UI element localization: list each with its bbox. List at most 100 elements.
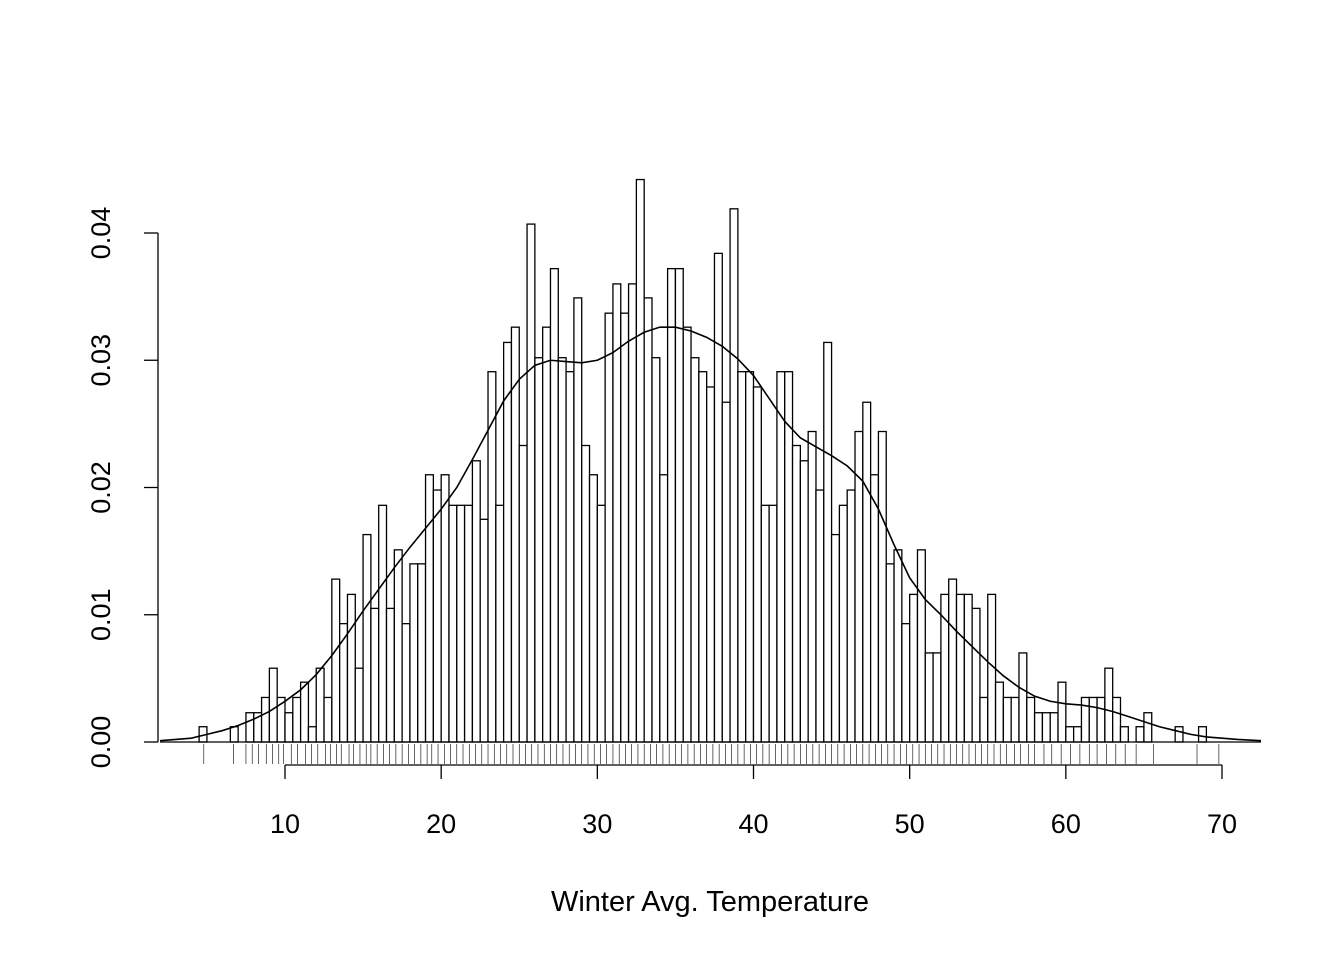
y-axis: 0.00 0.01 0.02 0.03 0.04 [86, 207, 159, 769]
histogram-bar [1197, 726, 1208, 743]
histogram-bar [1002, 696, 1012, 743]
histogram-bar [901, 623, 911, 743]
histogram-bar [823, 341, 833, 743]
histogram-bar [971, 607, 981, 743]
histogram-bar [1143, 712, 1153, 743]
histogram-bar [557, 357, 567, 743]
histogram-bar [526, 223, 536, 743]
histogram-bar [807, 430, 817, 743]
histogram-bar [432, 489, 442, 743]
histogram-bar [440, 474, 450, 743]
histogram-bar [862, 401, 872, 743]
histogram-bar [1041, 712, 1051, 743]
histogram-bar [1057, 681, 1067, 743]
histogram-bar [776, 371, 786, 743]
histogram-bar [534, 357, 544, 743]
histogram-bar [292, 696, 302, 743]
y-tick-label: 0.04 [86, 207, 116, 260]
x-tick-label: 70 [1207, 809, 1237, 839]
histogram-bar [627, 283, 638, 743]
histogram-bar [1174, 726, 1184, 743]
histogram-bar [1049, 712, 1059, 743]
histogram-bar [1119, 726, 1129, 743]
histogram-bar [909, 593, 919, 743]
histogram-bar [729, 208, 739, 743]
histogram-bar [682, 326, 692, 743]
histogram-bar [479, 518, 489, 743]
histogram-bar [666, 267, 677, 743]
histogram-bar [1065, 726, 1075, 743]
x-tick-label: 40 [738, 809, 768, 839]
y-tick-label: 0.03 [86, 334, 116, 387]
histogram-bar [346, 593, 356, 743]
histogram-bar [260, 696, 271, 743]
histogram-bar [1088, 696, 1098, 743]
histogram-bar [596, 504, 606, 743]
histogram-bar [268, 667, 278, 743]
histogram-bar [549, 267, 559, 743]
histogram-bar [869, 474, 880, 743]
histogram-bar [698, 371, 708, 743]
histogram-bar [690, 357, 700, 743]
x-tick-label: 20 [426, 809, 456, 839]
histogram-bar [799, 460, 809, 743]
y-tick-label: 0.01 [86, 588, 116, 641]
histogram-bar [393, 549, 403, 743]
histogram-bar [737, 371, 747, 743]
histogram-bar [620, 312, 630, 743]
histogram-bar [463, 504, 474, 743]
histogram-bar [893, 549, 903, 743]
histogram-bar [932, 652, 942, 743]
histogram-bar [706, 386, 716, 743]
histogram-bar [588, 474, 598, 743]
histogram-bar [323, 696, 333, 743]
x-tick-label: 10 [270, 809, 300, 839]
x-tick-label: 60 [1051, 809, 1081, 839]
histogram-bar [994, 681, 1005, 743]
histogram-bar [768, 504, 778, 743]
histogram-bar [838, 504, 848, 743]
histogram-bar [495, 504, 505, 743]
histogram-bar [948, 578, 958, 743]
histogram-bar [955, 593, 965, 743]
histogram-bar [245, 712, 255, 743]
histogram-bar [362, 533, 372, 743]
histogram-bar [307, 726, 317, 743]
histogram-bar [916, 549, 926, 743]
y-tick-label: 0.00 [86, 716, 116, 769]
histogram-bar [502, 341, 513, 743]
density-curve [160, 326, 1262, 742]
histogram-bar [651, 357, 661, 743]
x-tick-label: 50 [895, 809, 925, 839]
histogram-bar [1033, 712, 1044, 743]
x-tick-label: 30 [582, 809, 612, 839]
histogram-bar [456, 504, 466, 743]
histogram-bar [979, 696, 989, 743]
histogram-bar [448, 504, 458, 743]
histogram-bar [401, 623, 411, 743]
histogram-bar [417, 563, 427, 743]
histogram-bar [299, 681, 310, 743]
histogram-bar [643, 297, 653, 743]
histogram-bar [370, 607, 380, 743]
histogram-bar [1010, 696, 1020, 743]
histogram-bar [885, 563, 895, 743]
histogram-bar [471, 460, 481, 743]
histogram-bar [745, 371, 755, 743]
histogram-bar [1112, 696, 1122, 743]
histogram-bars [160, 178, 1262, 743]
histogram-bar [542, 326, 552, 743]
histogram-bar [604, 312, 614, 743]
histogram-bar [1096, 696, 1106, 743]
histogram-bar [659, 474, 669, 743]
histogram-bar [635, 178, 645, 743]
histogram-bar [1072, 726, 1083, 743]
histogram-bar [791, 444, 801, 743]
histogram-bar [877, 430, 887, 743]
rug-marks [203, 744, 1220, 764]
histogram-bar [1018, 652, 1028, 743]
y-tick-label: 0.02 [86, 461, 116, 514]
histogram-bar [518, 444, 528, 743]
histogram-bar [284, 712, 294, 743]
histogram-bar [409, 563, 419, 743]
